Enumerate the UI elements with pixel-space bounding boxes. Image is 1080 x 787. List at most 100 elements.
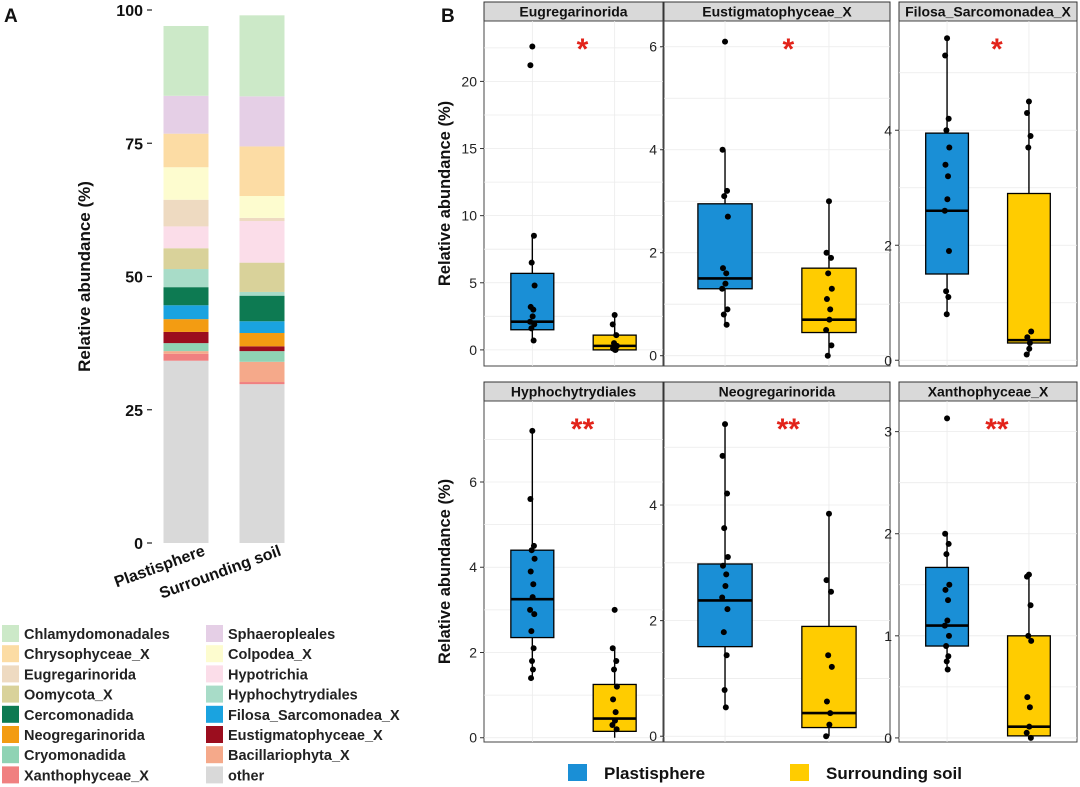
bar-segment: [163, 269, 209, 288]
y-tick-label: 0: [649, 728, 657, 744]
legend-label: Cryomonadida: [24, 748, 126, 764]
bar-segment: [239, 146, 285, 197]
legend-label: Bacillariophyta_X: [228, 748, 350, 764]
facet-title: Filosa_Sarcomonadea_X: [905, 4, 1071, 20]
data-point: [719, 146, 726, 153]
bar-segment: [239, 351, 285, 362]
data-point: [944, 666, 951, 673]
data-point: [611, 606, 618, 613]
data-point: [529, 594, 536, 601]
data-point: [943, 311, 950, 318]
box: [925, 566, 970, 647]
data-point: [527, 62, 534, 69]
legend-item: Cryomonadida: [2, 746, 126, 764]
data-point: [944, 617, 951, 624]
y-tick-label: 0: [134, 536, 143, 553]
data-point: [530, 232, 537, 239]
data-point: [530, 306, 537, 313]
legend-item: Hypotrichia: [206, 665, 309, 683]
bar-segment: [239, 196, 285, 218]
data-point: [823, 577, 830, 584]
legend-item: Colpodea_X: [206, 645, 312, 663]
data-point: [721, 686, 728, 693]
facet-title: Eugregarinorida: [519, 4, 627, 20]
bar-segment: [239, 295, 285, 322]
legend-swatch: [790, 764, 809, 781]
data-point: [609, 321, 616, 328]
y-tick-label: 25: [125, 403, 143, 420]
legend-swatch: [568, 764, 587, 781]
panel-label-a: A: [4, 6, 18, 27]
data-point: [828, 663, 835, 670]
data-point: [528, 675, 535, 682]
data-point: [945, 632, 952, 639]
data-point: [530, 581, 537, 588]
y-axis-title: Relative abundance (%): [436, 479, 454, 664]
bar-segment: [163, 360, 209, 543]
legend-label: Plastisphere: [604, 764, 705, 783]
data-point: [613, 658, 620, 665]
data-point: [720, 629, 727, 636]
legend-swatch: [2, 625, 19, 642]
legend-label: Hyphochytrydiales: [228, 688, 358, 704]
box: [1006, 635, 1051, 737]
legend-label: Cercomonadida: [24, 708, 135, 724]
y-tick-label: 4: [649, 497, 657, 513]
data-point: [722, 280, 729, 287]
legend-item: Neogregarinorida: [2, 726, 146, 744]
bar-segment: [163, 167, 209, 200]
data-point: [724, 187, 731, 194]
data-point: [723, 270, 730, 277]
data-point: [527, 496, 534, 503]
facet-panel: Neogregarinorida 0 2 4 **: [649, 381, 891, 744]
legend-label: Eustigmatophyceae_X: [228, 728, 383, 744]
facet-panel: Xanthophyceae_X 0 1 2 3 **: [884, 381, 1078, 746]
bar-segment: [239, 15, 285, 97]
legend-b: Plastisphere Surrounding soil: [568, 764, 962, 783]
data-point: [946, 144, 953, 151]
data-point: [529, 43, 536, 50]
bar-segment: [163, 331, 209, 344]
bar-segment: [239, 291, 285, 296]
bar-segment: [163, 25, 209, 96]
bar-segment: [239, 221, 285, 263]
data-point: [823, 733, 830, 740]
bar-segment: [163, 226, 209, 249]
legend-item: Plastisphere: [568, 764, 705, 783]
data-point: [531, 555, 538, 562]
significance-marker: *: [782, 33, 794, 66]
data-point: [828, 254, 835, 261]
data-point: [945, 173, 952, 180]
y-tick-label: 1: [884, 628, 892, 644]
panel-label-b: B: [441, 6, 455, 27]
legend-swatch: [206, 726, 223, 743]
legend-label: Colpodea_X: [228, 647, 312, 663]
significance-marker: *: [577, 33, 589, 66]
data-point: [531, 611, 538, 618]
data-point: [724, 213, 731, 220]
bar-segment: [163, 353, 209, 361]
data-point: [610, 696, 617, 703]
data-point: [945, 597, 952, 604]
legend-item: Xanthophyceae_X: [2, 766, 149, 784]
y-tick-label: 15: [461, 141, 477, 157]
facet-title: Eustigmatophyceae_X: [702, 4, 852, 20]
data-point: [942, 586, 949, 593]
legend-swatch: [206, 766, 223, 784]
data-point: [945, 248, 952, 254]
data-point: [1027, 734, 1034, 741]
data-point: [823, 296, 830, 303]
legend-item: Sphaeropleales: [206, 625, 335, 643]
bar-segment: [239, 217, 285, 222]
y-tick-label: 100: [116, 3, 143, 20]
data-point: [943, 643, 950, 650]
data-point: [611, 311, 618, 318]
data-point: [529, 666, 536, 673]
data-point: [1027, 133, 1034, 139]
data-point: [723, 652, 730, 659]
data-point: [613, 332, 620, 339]
y-tick-label: 20: [461, 73, 477, 89]
data-point: [724, 606, 731, 613]
y-tick-label: 2: [884, 237, 892, 253]
